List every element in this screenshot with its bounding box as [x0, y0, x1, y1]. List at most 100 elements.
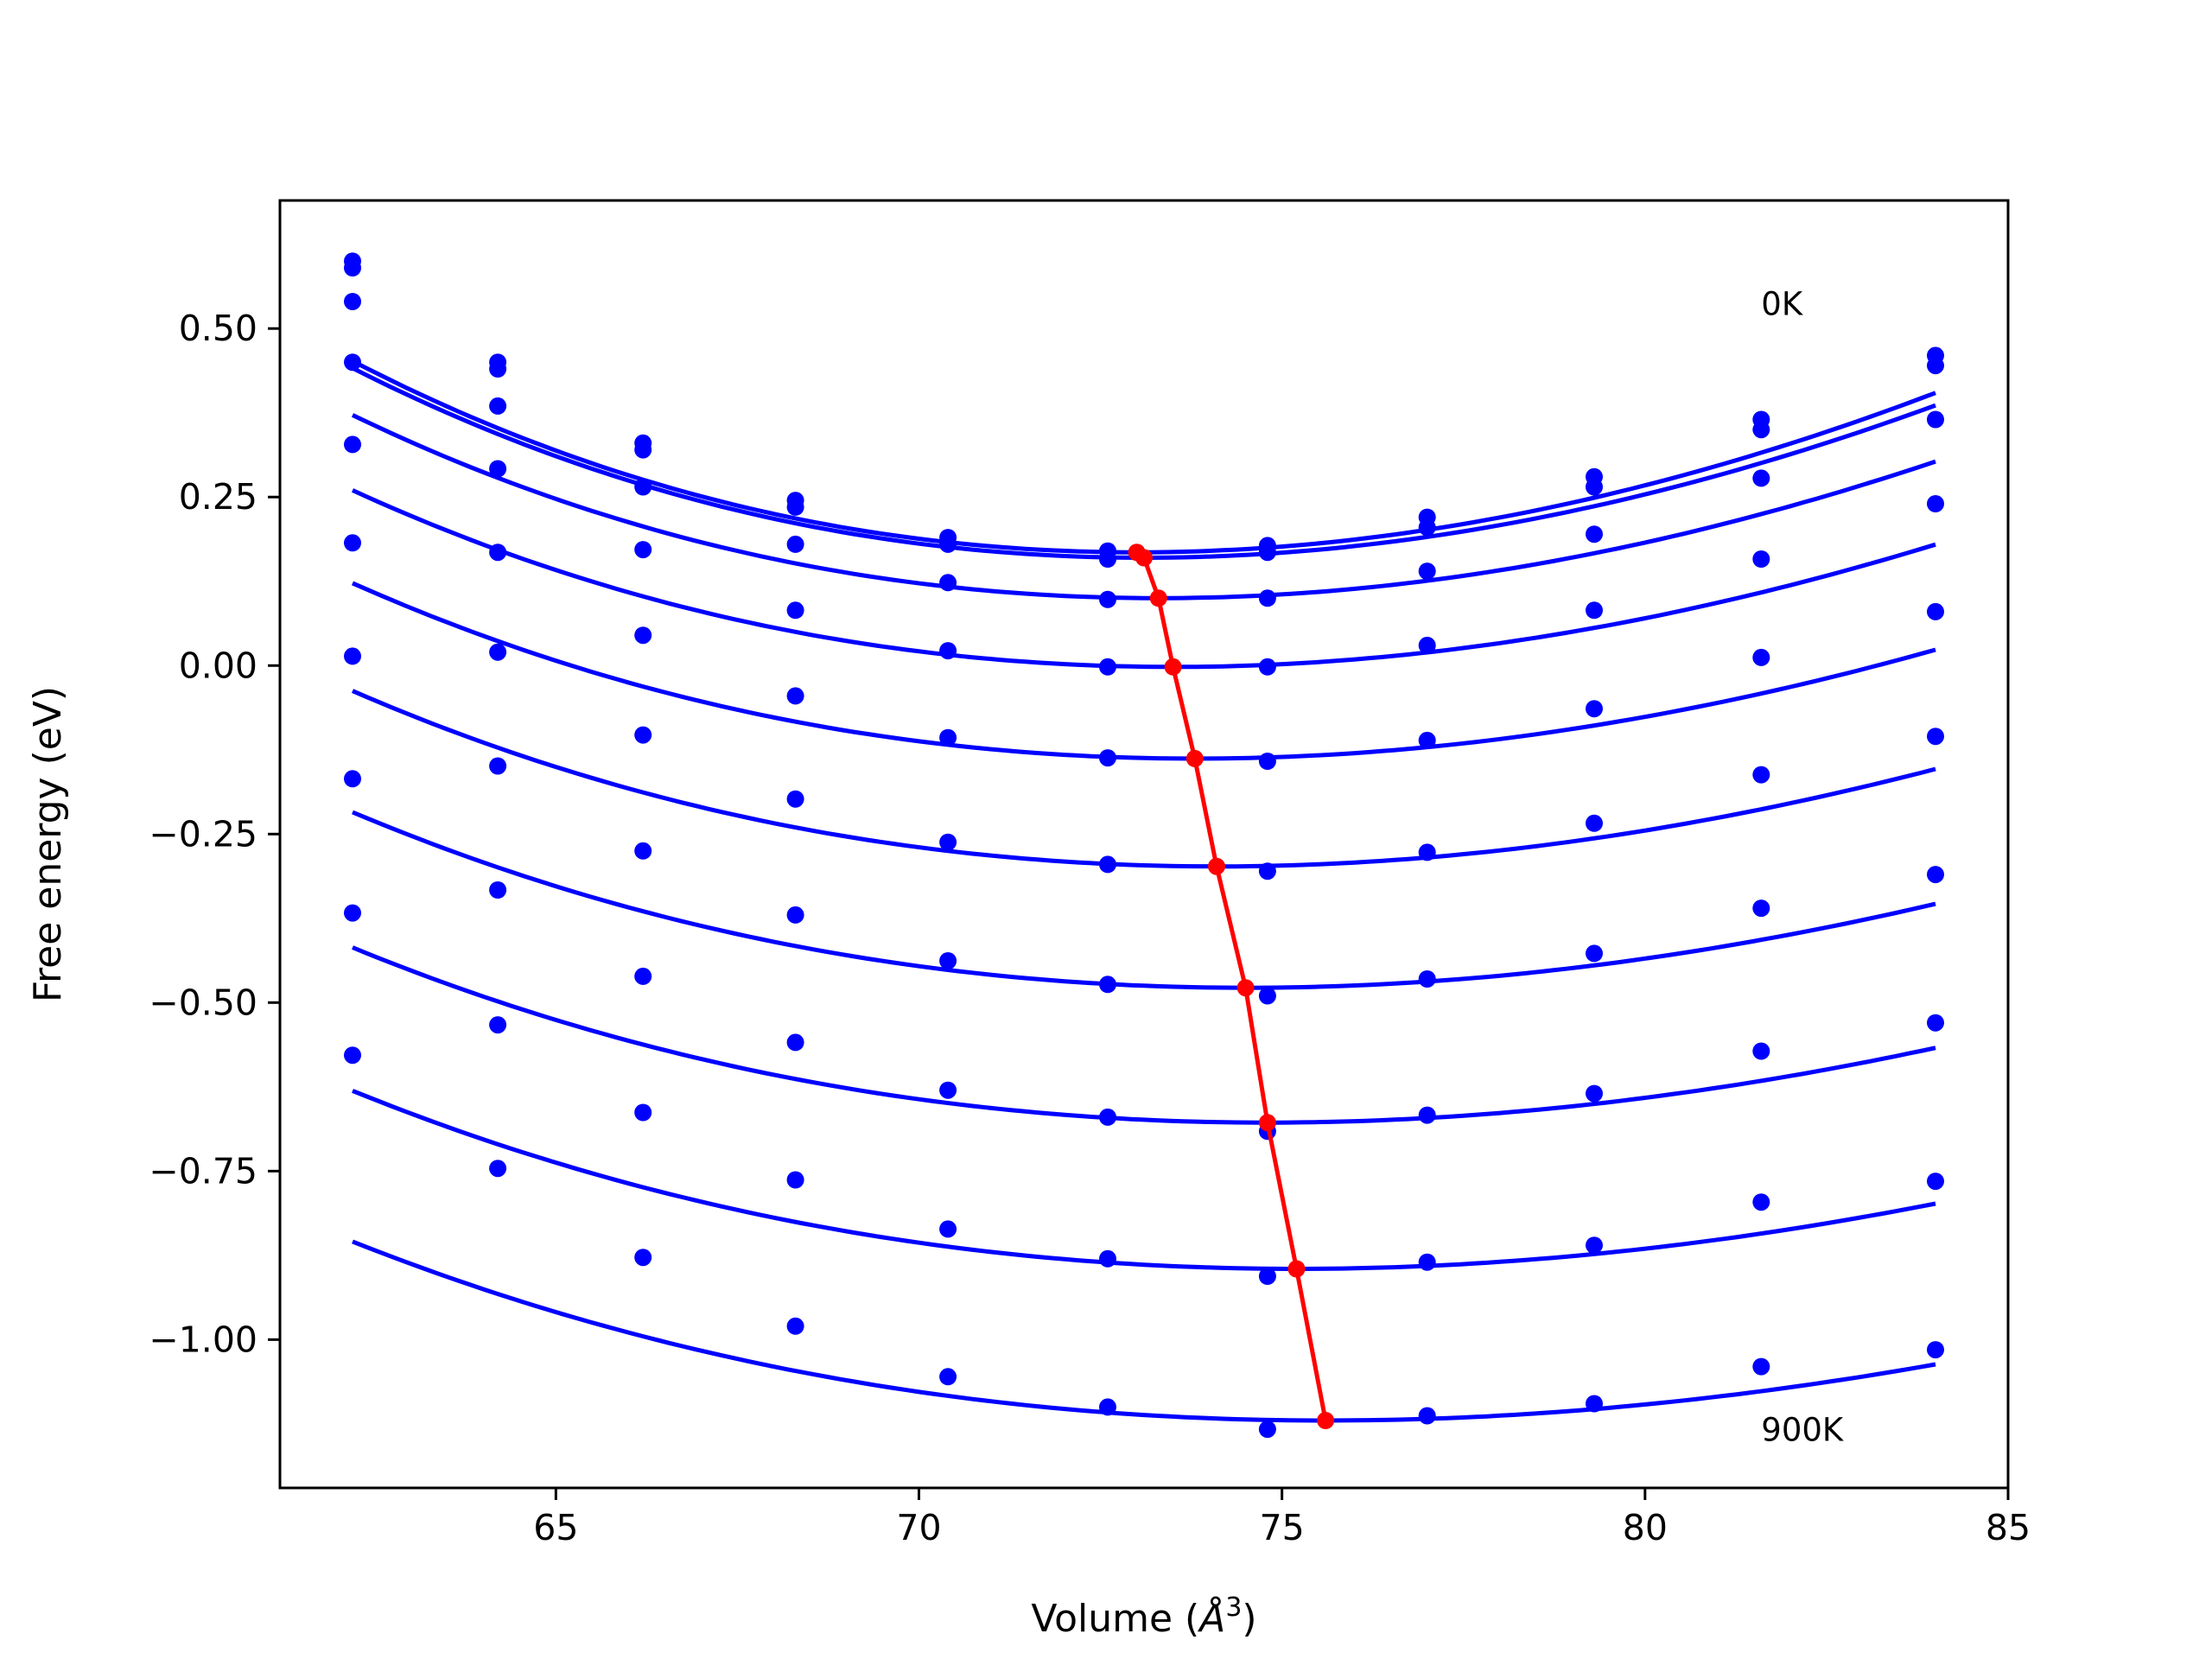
data-point-8-10	[1927, 1173, 1944, 1191]
data-point-1-1	[489, 360, 507, 378]
fit-curve-8	[352, 1089, 1936, 1271]
data-point-5-2	[634, 726, 652, 744]
data-point-7-5	[1099, 1108, 1116, 1126]
data-point-5-4	[939, 833, 957, 851]
data-point-9-4	[939, 1368, 957, 1386]
fit-curve-3	[351, 488, 1936, 670]
annotation-label-1: 900K	[1761, 1411, 1845, 1448]
x-tick-label-1: 70	[896, 1507, 941, 1548]
data-point-6-10	[1927, 866, 1944, 884]
data-point-5-9	[1752, 766, 1770, 784]
data-point-6-3	[786, 906, 804, 924]
data-point-9-2	[634, 1249, 652, 1267]
data-point-1-9	[1752, 421, 1770, 439]
data-point-1-6	[1258, 543, 1276, 562]
data-point-2-1	[489, 397, 507, 415]
data-point-1-8	[1586, 478, 1603, 496]
data-point-2-10	[1927, 410, 1944, 429]
data-point-2-8	[1586, 525, 1603, 543]
plot-frame	[278, 199, 2010, 1490]
data-point-7-8	[1586, 1084, 1603, 1103]
data-point-9-8	[1586, 1395, 1603, 1413]
data-point-2-5	[1099, 590, 1116, 608]
y-tick-label-0: −1.00	[149, 1319, 257, 1360]
data-point-8-2	[634, 1103, 652, 1122]
data-point-9-9	[1752, 1357, 1770, 1376]
y-axis-ticks: −1.00 −0.75 −0.50 −0.25 0.00 0.25 0.50	[149, 308, 280, 1360]
data-point-9-6	[1258, 1421, 1276, 1439]
minima-point-6	[1236, 979, 1255, 997]
annotations-group: 0K 900K	[1761, 286, 1845, 1449]
x-tick-label-4: 85	[1986, 1507, 2031, 1548]
data-point-7-0	[344, 770, 361, 788]
fit-curve-6	[352, 810, 1936, 990]
data-point-9-10	[1927, 1341, 1944, 1359]
data-point-7-10	[1927, 1014, 1944, 1032]
data-point-4-8	[1586, 700, 1603, 718]
minima-path-group	[1128, 543, 1335, 1429]
data-point-8-1	[489, 1016, 507, 1034]
minima-point-9	[1317, 1412, 1335, 1429]
data-point-3-2	[634, 541, 652, 559]
data-point-7-3	[786, 1033, 804, 1052]
data-point-4-1	[489, 543, 507, 562]
x-axis-label-text: Volume	[1031, 1597, 1173, 1641]
data-point-6-5	[1099, 976, 1116, 994]
minima-point-8	[1287, 1260, 1306, 1278]
y-tick-label-4: 0.00	[179, 645, 257, 686]
y-tick-label-2: −0.50	[149, 982, 257, 1023]
data-point-2-6	[1258, 589, 1276, 607]
data-point-8-4	[939, 1220, 957, 1238]
data-point-6-9	[1752, 899, 1770, 918]
data-point-2-4	[939, 574, 957, 592]
annotation-label-0: 0K	[1761, 286, 1804, 323]
data-point-9-1	[489, 1160, 507, 1178]
data-point-3-4	[939, 642, 957, 660]
minima-path-line	[1135, 550, 1328, 1421]
data-point-5-1	[489, 643, 507, 661]
data-point-5-5	[1099, 855, 1116, 874]
data-point-3-7	[1418, 636, 1436, 654]
minima-point-5	[1208, 857, 1225, 875]
data-point-3-1	[489, 460, 507, 478]
minima-point-7	[1258, 1114, 1276, 1132]
data-point-3-0	[344, 353, 361, 372]
data-point-4-6	[1258, 753, 1276, 770]
data-point-3-6	[1258, 658, 1276, 676]
data-point-8-0	[344, 904, 361, 922]
data-point-5-10	[1927, 728, 1944, 746]
data-point-3-5	[1099, 658, 1116, 676]
data-point-6-1	[489, 757, 507, 775]
data-point-4-3	[786, 687, 804, 705]
x-axis-ticks: 65 70 75 80 85	[533, 1488, 2031, 1548]
data-point-9-0	[344, 1046, 361, 1065]
y-tick-label-6: 0.50	[179, 308, 257, 349]
y-tick-label-5: 0.25	[179, 476, 257, 518]
data-point-6-6	[1258, 987, 1276, 1005]
data-point-8-9	[1752, 1193, 1770, 1211]
data-point-4-5	[1099, 749, 1116, 767]
data-point-1-4	[939, 535, 957, 553]
data-point-1-7	[1418, 518, 1436, 537]
data-point-1-5	[1099, 550, 1116, 568]
data-point-8-5	[1099, 1249, 1116, 1268]
data-point-1-3	[786, 498, 804, 516]
data-point-6-4	[939, 952, 957, 969]
data-point-5-0	[344, 534, 361, 552]
data-point-6-0	[344, 647, 361, 665]
fit-curve-2	[351, 413, 1936, 601]
data-point-2-9	[1752, 469, 1770, 487]
data-point-2-7	[1418, 563, 1436, 581]
data-point-5-3	[786, 790, 804, 808]
minima-point-3	[1164, 658, 1182, 676]
data-point-1-2	[634, 441, 652, 459]
data-point-8-3	[786, 1171, 804, 1189]
data-point-4-4	[939, 728, 957, 747]
data-point-7-4	[939, 1081, 957, 1099]
data-point-5-6	[1258, 862, 1276, 880]
data-point-7-7	[1418, 1106, 1436, 1124]
data-point-4-10	[1927, 602, 1944, 620]
x-tick-label-0: 65	[533, 1507, 578, 1548]
